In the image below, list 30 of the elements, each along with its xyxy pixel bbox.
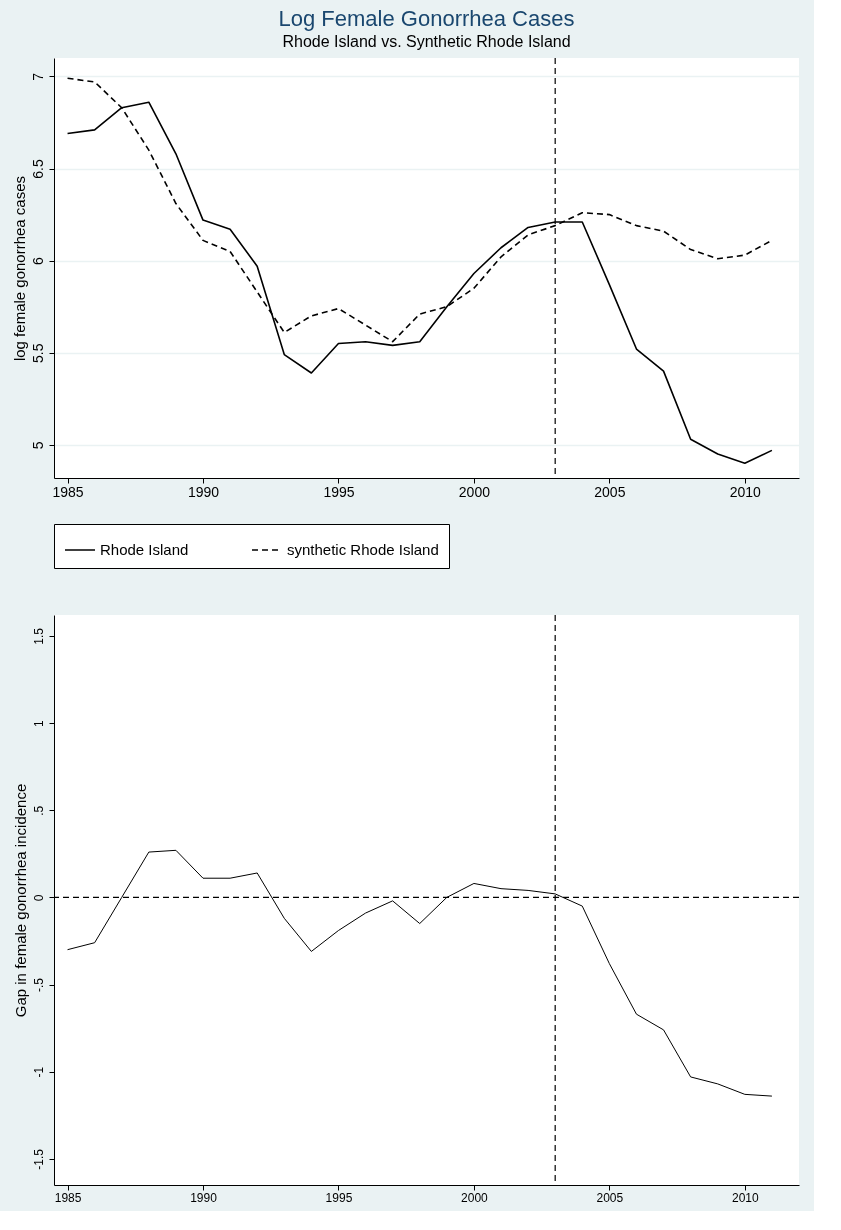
y-tick-label: -1 <box>31 1066 46 1078</box>
y-tick-label: 5 <box>29 441 46 450</box>
legend-label: Rhode Island <box>100 541 189 558</box>
y-tick-label: -1.5 <box>31 1148 46 1170</box>
y-tick-label: 6.5 <box>29 159 46 179</box>
x-tick-label: 2000 <box>458 483 491 500</box>
x-tick-label: 2010 <box>731 1190 759 1205</box>
y-tick-label: 7 <box>29 72 46 81</box>
y-tick-label: 5.5 <box>29 343 46 363</box>
x-tick-label: 1995 <box>325 1190 353 1205</box>
y-tick-label: 1.5 <box>31 627 46 645</box>
x-tick-label: 1995 <box>323 483 355 500</box>
y-tick-label: .5 <box>31 805 46 816</box>
x-tick-label: 2005 <box>596 1190 624 1205</box>
y-tick-label: 6 <box>29 257 46 266</box>
x-tick-label: 2010 <box>729 483 762 500</box>
y-tick-label: -.5 <box>31 977 46 993</box>
x-tick-label: 2000 <box>461 1190 489 1205</box>
chart-subtitle: Rhode Island vs. Synthetic Rhode Island <box>282 33 571 51</box>
y-axis-title: Gap in female gonorrhea incidence <box>11 783 29 1018</box>
y-tick-label: 1 <box>31 719 46 727</box>
y-tick-label: 0 <box>31 894 46 902</box>
x-tick-label: 1985 <box>54 1190 82 1205</box>
y-axis-title: log female gonorrhea cases <box>10 175 28 362</box>
x-tick-label: 2005 <box>594 483 626 500</box>
x-tick-label: 1985 <box>52 483 84 500</box>
legend-label: synthetic Rhode Island <box>287 541 439 558</box>
chart-title: Log Female Gonorrhea Cases <box>278 6 575 32</box>
x-tick-label: 1990 <box>190 1190 218 1205</box>
x-tick-label: 1990 <box>187 483 220 500</box>
